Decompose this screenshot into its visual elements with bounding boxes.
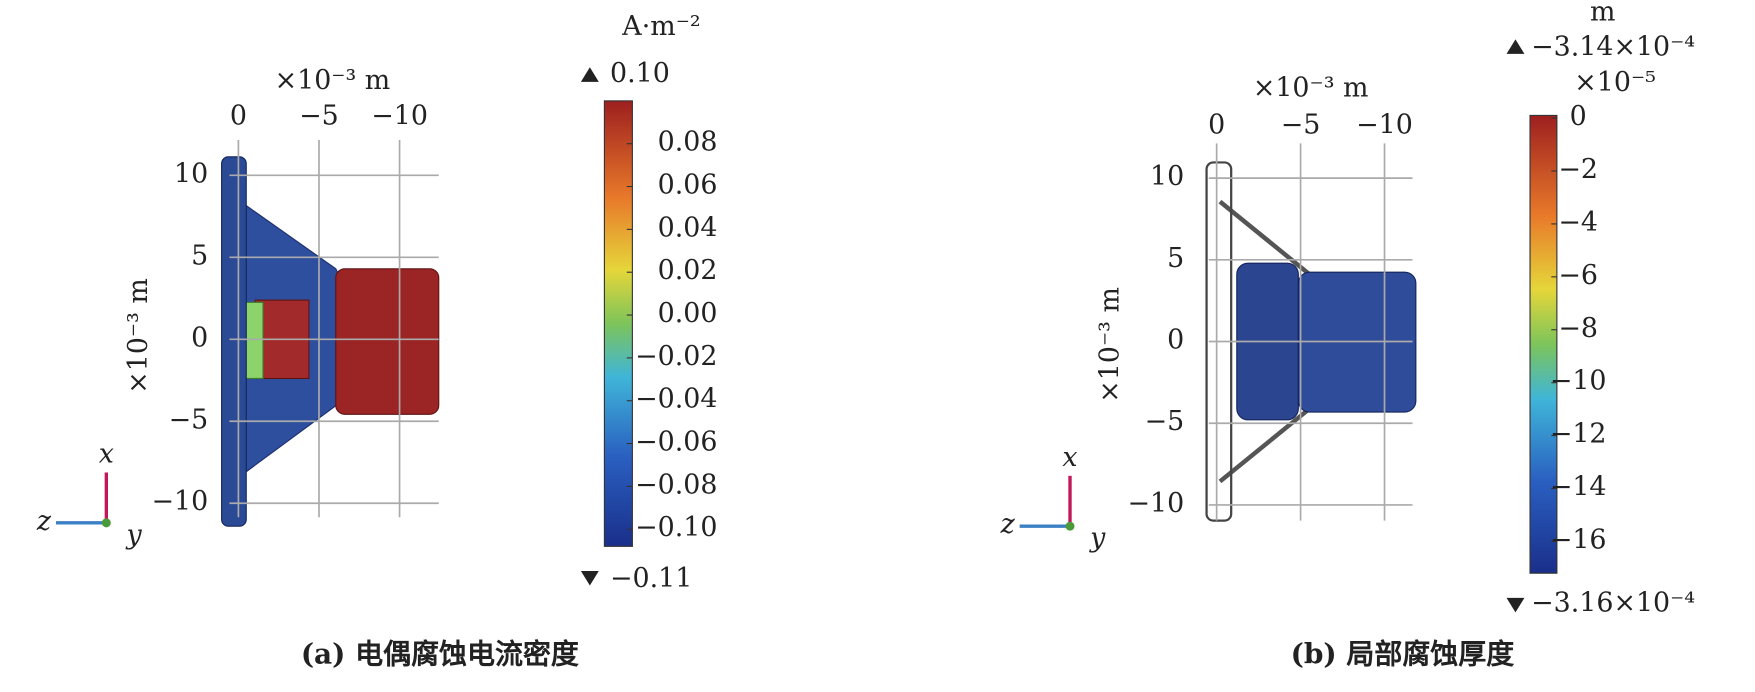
colorbar-max: −3.14×10⁻⁴: [1531, 31, 1695, 62]
side-tick-label: 0: [1167, 325, 1184, 356]
side-tick-label: 5: [191, 240, 208, 271]
side-tick-label: 0: [191, 322, 208, 353]
side-tick-label: 5: [1167, 243, 1184, 274]
colorbar-tick-label: −0.02: [635, 341, 717, 372]
side-tick-label: −5: [1145, 406, 1185, 437]
colorbar-tick-label: 0.00: [658, 298, 718, 329]
colorbar-unit: m: [1590, 0, 1615, 28]
colorbar-tick-label: −0.08: [635, 469, 717, 500]
top-tick-label: −5: [1281, 110, 1321, 141]
side-tick-label: 10: [174, 158, 208, 189]
colorbar-scale: ×10⁻⁵: [1574, 67, 1656, 98]
colorbar-tick-label: 0: [1570, 101, 1587, 132]
side-tick-label: 10: [1150, 161, 1184, 192]
caption: (b) 局部腐蚀厚度: [1291, 638, 1515, 671]
colorbar-tick-label: −0.04: [635, 384, 717, 415]
colorbar-max: 0.10: [610, 58, 670, 89]
side-axis-label: ×10⁻³ m: [1094, 287, 1125, 403]
colorbar: [1529, 114, 1558, 574]
colorbar-tick-label: −10: [1550, 366, 1607, 397]
triad-y: y: [125, 519, 142, 550]
triad-b: [1019, 475, 1075, 531]
model-a: [221, 156, 440, 527]
colorbar-tick-label: 0.06: [658, 170, 718, 201]
triad-z: z: [36, 506, 52, 537]
colorbar-tick-label: −8: [1558, 313, 1598, 344]
top-tick-label: 0: [230, 101, 247, 132]
triad-y: y: [1089, 523, 1106, 554]
triad-z: z: [1000, 509, 1016, 540]
triad-x: x: [99, 439, 114, 470]
colorbar-tick-label: −2: [1558, 154, 1598, 185]
colorbar-tick-label: −14: [1550, 472, 1607, 503]
colorbar-tick-label: −12: [1550, 419, 1607, 450]
top-tick-label: 0: [1208, 110, 1225, 141]
top-axis-label: ×10⁻³ m: [275, 65, 391, 96]
side-axis-label: ×10⁻³ m: [123, 278, 154, 394]
triad-a: [55, 472, 111, 528]
top-tick-label: −10: [1356, 110, 1413, 141]
colorbar-tick-label: −16: [1550, 524, 1607, 555]
colorbar-tick-label: −0.10: [635, 512, 717, 543]
colorbar-tick-label: 0.08: [658, 127, 718, 158]
colorbar-min: −3.16×10⁻⁴: [1531, 588, 1695, 619]
side-tick-label: −5: [169, 404, 209, 435]
top-tick-label: −10: [371, 101, 428, 132]
top-tick-label: −5: [299, 101, 339, 132]
top-axis-label: ×10⁻³ m: [1253, 73, 1369, 104]
colorbar-min: −0.11: [610, 563, 692, 594]
colorbar-tick-label: 0.02: [658, 255, 718, 286]
colorbar-tick-label: −0.06: [635, 427, 717, 458]
colorbar-tick-label: −4: [1558, 207, 1598, 238]
colorbar: [603, 100, 633, 547]
colorbar-unit: A·m⁻²: [621, 11, 700, 42]
side-tick-label: −10: [151, 486, 208, 517]
side-tick-label: −10: [1127, 488, 1184, 519]
colorbar-tick-label: −6: [1558, 260, 1598, 291]
caption: (a) 电偶腐蚀电流密度: [301, 638, 579, 671]
colorbar-tick-label: 0.04: [658, 212, 718, 243]
triad-x: x: [1062, 442, 1077, 473]
